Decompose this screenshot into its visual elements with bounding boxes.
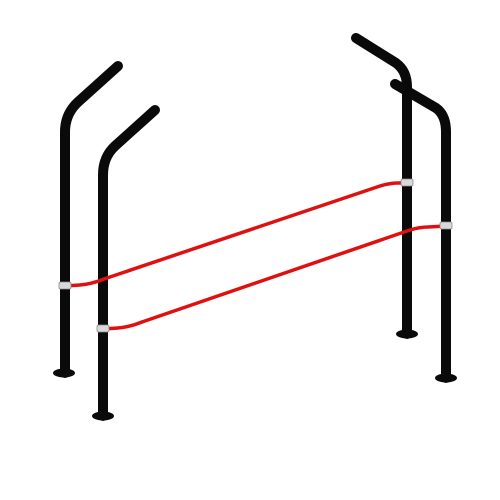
rails	[63, 181, 448, 331]
clamp-lower-right	[439, 221, 453, 230]
clamp-upper-right	[400, 178, 414, 187]
post-front-left	[60, 61, 123, 378]
base-plates	[53, 329, 457, 421]
rail-clamps	[58, 178, 453, 333]
clamp-lower-left	[96, 324, 110, 333]
rail-upper	[63, 181, 409, 288]
posts	[60, 33, 451, 421]
post-front-right	[390, 79, 451, 383]
clamp-upper-left	[58, 281, 72, 290]
rail-lower	[101, 224, 448, 331]
post-front-middle	[98, 105, 160, 421]
